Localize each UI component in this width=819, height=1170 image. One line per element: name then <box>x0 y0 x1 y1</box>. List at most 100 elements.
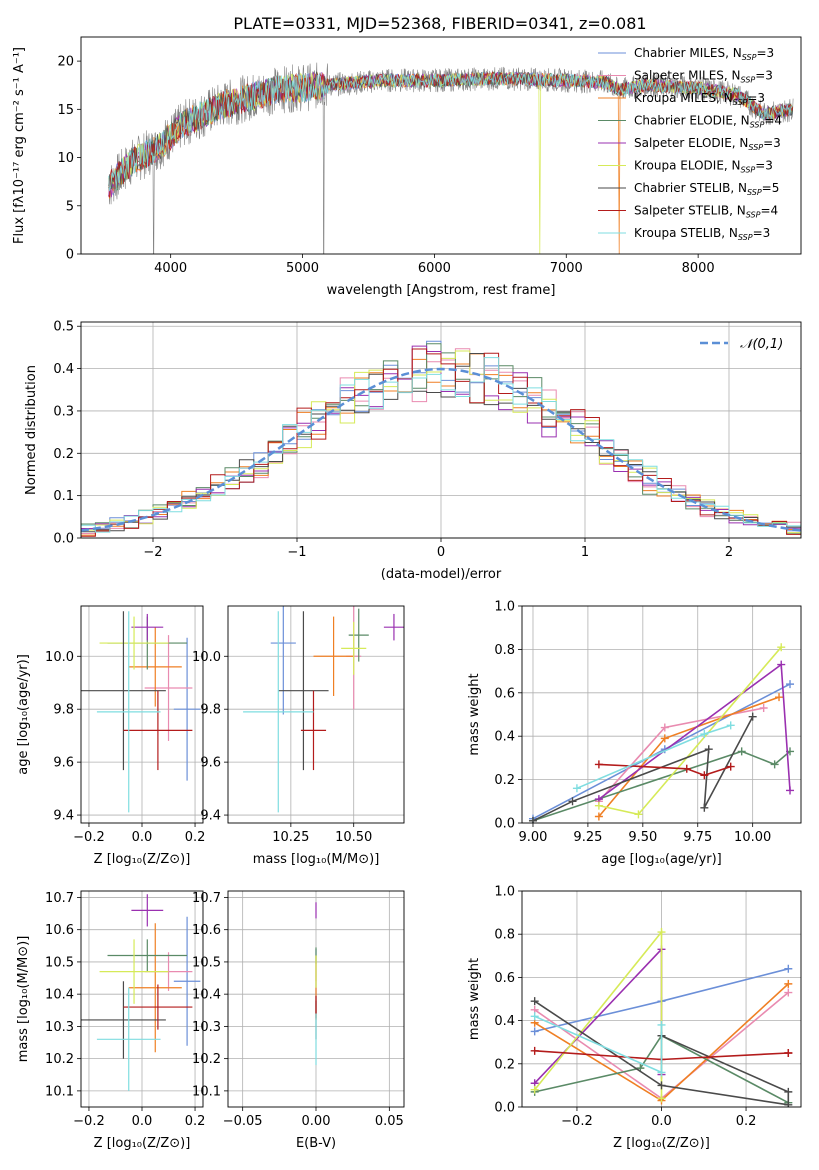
spectrum-panel: 4000 5000 6000 7000 8000 0 5 10 15 20 wavelength [… <box>12 36 802 298</box>
age-weight-point <box>770 760 779 769</box>
ebv-mass-ytick-label: 10.3 <box>192 1020 221 1035</box>
z-weight-xtick-label: 0.2 <box>736 1114 757 1129</box>
age-weight-ytick-label: 0.6 <box>494 686 515 701</box>
mass-age-ytick-label: 9.8 <box>200 703 221 718</box>
ebv-mass-xlabel: E(B-V) <box>296 1136 336 1151</box>
spectrum-ylabel: Flux [fλ10⁻¹⁷ erg cm⁻² s⁻¹ A⁻¹] <box>12 47 27 244</box>
mass-age-ytick-label: 10.0 <box>192 650 221 665</box>
z-weight-point <box>530 1012 539 1021</box>
z-weight-plot-area <box>530 928 793 1107</box>
z-mass-xlabel: Z [log₁₀(Z/Z⊙)] <box>94 1136 191 1151</box>
residuals-xtick-label: 0 <box>437 545 445 560</box>
z-weight-point <box>784 1100 793 1107</box>
age-weight-point <box>777 660 786 669</box>
legend-label: Chabrier MILES, NSSP=3 <box>634 46 774 62</box>
age-weight-point <box>682 764 691 773</box>
ebv-mass-ytick-label: 10.7 <box>192 891 221 906</box>
z-age-frame <box>80 605 204 824</box>
z-weight-point <box>657 1094 666 1103</box>
age-weight-point <box>634 810 643 819</box>
age-weight-point <box>594 760 603 769</box>
z-weight-xtick-label: 0.0 <box>651 1114 672 1129</box>
spectrum-ytick-label: 10 <box>57 151 74 166</box>
z-age-xlabel: Z [log₁₀(Z/Z⊙)] <box>94 852 191 867</box>
residuals-xtick-label: 1 <box>581 545 589 560</box>
age-weight-ytick-label: 0.4 <box>494 730 515 745</box>
age-weight-xtick-label: 10.00 <box>734 830 771 845</box>
legend-label: Kroupa MILES, NSSP=3 <box>634 91 765 107</box>
z-age-ytick-label: 9.4 <box>53 809 74 824</box>
z-weight-panel: −0.2 0.0 0.2 0.0 0.2 0.4 0.6 0.8 1.0 Z [log₁₀(Z/Z… <box>467 885 802 1151</box>
spectrum-frame <box>80 36 802 255</box>
z-mass-ylabel: mass [log₁₀(M/M⊙)] <box>16 936 31 1063</box>
ebv-mass-xtick-label: 0.05 <box>375 1114 404 1129</box>
figure-title: PLATE=0331, MJD=52368, FIBERID=0341, z=0… <box>233 14 646 33</box>
residuals-xtick-label: −1 <box>287 545 306 560</box>
residuals-frame <box>80 321 802 539</box>
residuals-xtick-label: 2 <box>725 545 733 560</box>
spectrum-ytick-label: 15 <box>57 103 74 118</box>
z-mass-ytick-label: 10.1 <box>45 1084 74 1099</box>
age-weight-ylabel: mass weight <box>467 673 482 755</box>
mass-age-xtick-label: 10.50 <box>335 830 372 845</box>
age-weight-series-line <box>598 763 731 777</box>
age-weight-point <box>700 771 709 780</box>
residuals-ytick-label: 0.3 <box>53 404 74 419</box>
z-age-ylabel: age [log₁₀(age/yr)] <box>16 654 31 775</box>
z-mass-ytick-label: 10.5 <box>45 955 74 970</box>
z-weight-point <box>784 979 793 988</box>
ebv-mass-ytick-label: 10.5 <box>192 955 221 970</box>
age-weight-point <box>704 745 713 754</box>
age-weight-point <box>594 812 603 821</box>
age-weight-point <box>777 643 786 652</box>
z-mass-ytick-label: 10.7 <box>45 891 74 906</box>
gaussian-curve <box>81 367 801 532</box>
legend-label: Chabrier ELODIE, NSSP=4 <box>634 114 782 130</box>
z-weight-series-line <box>534 1034 789 1104</box>
z-age-panel: −0.2 0.0 0.2 9.4 9.6 9.8 10.0 Z [log₁₀(Z/Z⊙)] ag… <box>16 605 205 867</box>
ebv-mass-ytick-label: 10.4 <box>192 988 221 1003</box>
z-mass-plot-area <box>81 894 201 1091</box>
z-weight-point <box>657 1068 666 1077</box>
ebv-mass-ytick-label: 10.6 <box>192 923 221 938</box>
mass-age-plot-area <box>243 606 404 813</box>
residuals-ytick-label: 0.5 <box>53 320 74 335</box>
z-age-ytick-label: 9.6 <box>53 756 74 771</box>
age-weight-series-line <box>532 750 791 822</box>
spectrum-xtick-label: 4000 <box>154 261 187 276</box>
ebv-mass-ytick-label: 10.2 <box>192 1052 221 1067</box>
z-mass-panel: −0.2 0.0 0.2 10.1 10.2 10.3 10.4 10.5 10.6 10.7 Z … <box>16 890 205 1151</box>
age-weight-plot-area <box>528 643 795 823</box>
age-weight-ytick-label: 0.0 <box>494 817 515 832</box>
age-weight-point <box>775 693 784 702</box>
z-mass-ytick-label: 10.2 <box>45 1052 74 1067</box>
residuals-panel: −2 −1 0 1 2 0.0 0.1 0.2 0.3 0.4 0.5 (data-model)/er… <box>24 320 802 582</box>
z-weight-point <box>784 1049 793 1057</box>
spectrum-legend: Chabrier MILES, NSSP=3 Salpeter MILES, NS… <box>598 46 782 242</box>
legend-gaussian-label: 𝒩(0,1) <box>740 337 783 352</box>
z-weight-point <box>784 988 793 997</box>
age-weight-point <box>759 703 768 712</box>
z-mass-ytick-label: 10.4 <box>45 988 74 1003</box>
age-weight-series-line <box>598 663 791 800</box>
z-weight-point <box>530 1027 539 1036</box>
z-weight-point <box>530 997 539 1006</box>
age-weight-point <box>726 762 735 771</box>
residuals-ytick-label: 0.4 <box>53 362 74 377</box>
mass-age-ytick-label: 9.6 <box>200 756 221 771</box>
mass-age-xlabel: mass [log₁₀(M/M⊙)] <box>253 852 380 867</box>
legend-label: Salpeter STELIB, NSSP=4 <box>634 204 778 220</box>
z-weight-point <box>657 1020 666 1029</box>
ebv-mass-xtick-label: −0.05 <box>223 1114 263 1129</box>
ebv-mass-panel: −0.05 0.00 0.05 10.1 10.2 10.3 10.4 10.5 10.6 10.… <box>192 890 405 1151</box>
z-weight-point <box>657 1081 666 1090</box>
mass-age-frame <box>227 605 405 824</box>
spectrum-ytick-label: 20 <box>57 55 74 70</box>
age-weight-point <box>572 784 581 793</box>
residuals-plot-area <box>81 340 801 538</box>
age-weight-point <box>568 797 577 806</box>
age-weight-xtick-label: 9.00 <box>519 830 548 845</box>
z-weight-point <box>657 928 666 937</box>
z-weight-point <box>784 1087 793 1096</box>
spectrum-xlabel: wavelength [Angstrom, rest frame] <box>327 283 556 298</box>
